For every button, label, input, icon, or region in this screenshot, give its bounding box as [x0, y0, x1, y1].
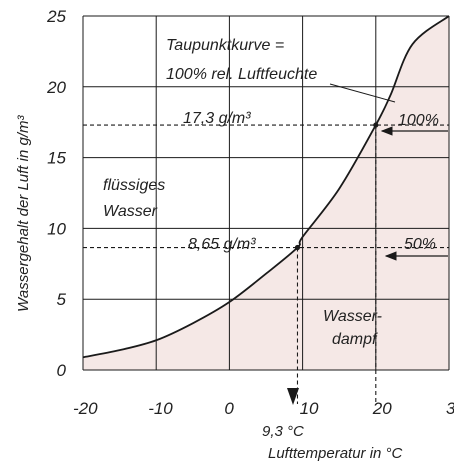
- vapor-region: [83, 16, 449, 370]
- water-vapor-line2: dampf: [332, 331, 378, 348]
- x-tick-label: 30: [446, 399, 454, 418]
- pct-50-label: 50%: [404, 236, 436, 253]
- y-tick-label: 5: [57, 290, 67, 309]
- y-tick-label: 15: [47, 149, 66, 168]
- data-points: [294, 122, 379, 251]
- y-axis-title: Wassergehalt der Luft in g/m³: [15, 115, 32, 312]
- y-tick-label: 0: [57, 361, 67, 380]
- y-tick-label: 20: [46, 78, 66, 97]
- x-tick-label: 0: [224, 399, 234, 418]
- curve-label-line2: 100% rel. Luftfeuchte: [166, 66, 317, 83]
- grid: [82, 15, 450, 371]
- curve-point: [294, 244, 301, 251]
- temperature-marker-icon: [287, 388, 299, 405]
- reference-lines: [83, 124, 449, 404]
- x-tick-labels: -20 -10 0 10 20 30: [73, 399, 454, 418]
- temperature-marker-label: 9,3 °C: [262, 423, 304, 440]
- y-tick-labels: 0 5 10 15 20 25: [46, 7, 66, 380]
- liquid-water-line2: Wasser: [103, 203, 158, 220]
- x-tick-label: -10: [148, 399, 173, 418]
- x-tick-label: 10: [300, 399, 319, 418]
- water-vapor-line1: Wasser-: [323, 308, 382, 325]
- curve-label-line1: Taupunktkurve =: [166, 37, 284, 54]
- liquid-water-line1: flüssiges: [103, 177, 165, 194]
- value-high-label: 17,3 g/m³: [183, 110, 251, 127]
- pct-100-label: 100%: [398, 112, 439, 129]
- x-tick-label: -20: [73, 399, 98, 418]
- value-low-label: 8,65 g/m³: [188, 236, 256, 253]
- x-axis-title: Lufttemperatur in °C: [268, 445, 403, 462]
- y-tick-label: 25: [46, 7, 66, 26]
- curve-point: [373, 122, 379, 128]
- curve-label-leader: [329, 83, 396, 103]
- y-tick-label: 10: [47, 219, 66, 238]
- x-tick-label: 20: [372, 399, 392, 418]
